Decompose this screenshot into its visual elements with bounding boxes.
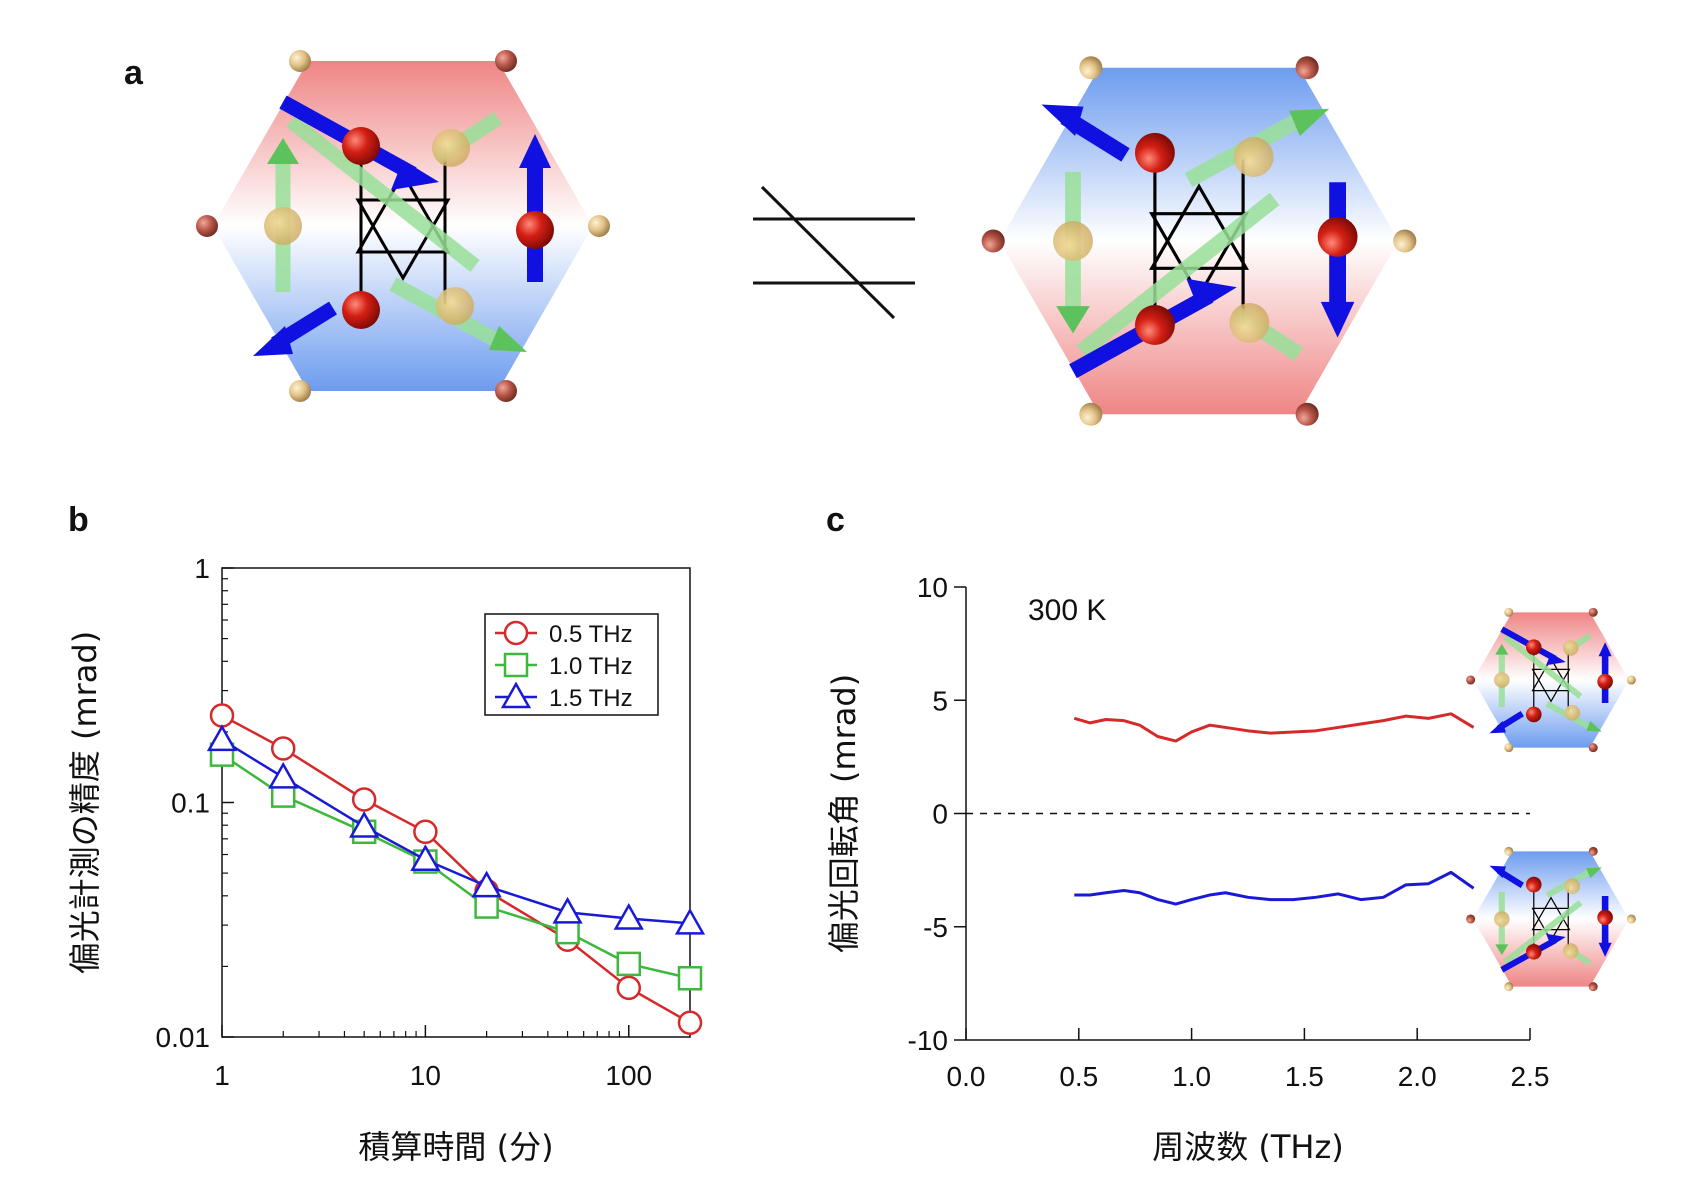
legend-label-b: 1.0 THz	[549, 653, 633, 680]
y-tick-label-b: 0.01	[156, 1022, 211, 1053]
data-point-b-2	[268, 761, 299, 789]
series-line-c-0	[1073, 712, 1475, 743]
legend-label-b: 1.5 THz	[549, 685, 633, 712]
panel-letter-a: a	[124, 54, 144, 92]
panel-letter-b: b	[68, 501, 89, 539]
x-tick-label-c: 1.5	[1285, 1061, 1324, 1092]
x-tick-label-c: 0.5	[1059, 1061, 1098, 1092]
data-point-b-2	[552, 896, 583, 924]
y-tick-label-b: 1	[194, 553, 210, 584]
data-point-b-1	[555, 919, 580, 945]
legend-b: 0.5 THz 1.0 THz 1.5 THz	[484, 613, 659, 716]
data-point-b-1	[616, 951, 642, 977]
y-tick-label-c: 5	[932, 685, 948, 716]
y-axis-label-c: 偏光回転角 (mrad)	[825, 674, 863, 953]
x-tick-label-b: 10	[410, 1060, 441, 1091]
legend-marker-b	[500, 681, 532, 709]
data-point-b-0	[677, 1010, 703, 1036]
y-tick-label-b: 0.1	[171, 788, 210, 819]
x-tick-label-c: 2.5	[1511, 1061, 1550, 1092]
data-point-b-2	[206, 724, 238, 752]
crystal-left	[196, 50, 610, 402]
chart-b: 1 10 100 0.01 0.1 1 積算時間 (分) 偏光計測の精度 (mrad) 0.5 …	[66, 553, 706, 1166]
y-tick-label-c: -10	[908, 1025, 948, 1056]
series-line-b-0	[221, 714, 691, 1024]
legend-label-b: 0.5 THz	[549, 621, 633, 648]
data-point-b-1	[474, 894, 499, 919]
x-tick-label-b: 100	[605, 1060, 652, 1091]
temperature-annotation: 300 K	[1028, 594, 1106, 627]
legend-marker-b	[503, 652, 529, 678]
x-axis-label-b: 積算時間 (分)	[358, 1128, 553, 1166]
data-point-b-2	[471, 870, 502, 898]
data-point-b-2	[613, 903, 644, 930]
data-point-b-0	[351, 787, 377, 812]
data-point-b-0	[413, 819, 438, 845]
data-point-b-0	[270, 736, 296, 761]
inset-crystal-lower	[1466, 847, 1636, 991]
data-point-b-2	[410, 844, 441, 871]
series-line-c-1	[1074, 870, 1475, 906]
not-equal-sign	[753, 185, 915, 320]
data-point-b-2	[674, 907, 706, 935]
x-axis-label-c: 周波数 (THz)	[1152, 1128, 1344, 1166]
chart-c: 0.0 0.5 1.0 1.5 2.0 2.5 -10 -5 0 5 10 300 K 周波数 (THz…	[825, 572, 1549, 1166]
panel-letter-c: c	[826, 501, 845, 539]
y-tick-label-c: -5	[923, 912, 948, 943]
y-tick-label-c: 0	[932, 799, 948, 830]
x-tick-label-b: 1	[214, 1060, 230, 1091]
x-tick-label-c: 0.0	[947, 1061, 986, 1092]
x-tick-label-c: 2.0	[1398, 1061, 1437, 1092]
data-point-b-2	[349, 810, 380, 838]
data-point-b-1	[677, 966, 703, 991]
crystal-right	[982, 56, 1417, 426]
series-line-b-2	[221, 738, 691, 925]
data-point-b-0	[209, 703, 235, 728]
inset-crystal-upper	[1466, 608, 1636, 752]
y-axis-label-b: 偏光計測の精度 (mrad)	[66, 631, 104, 974]
data-point-b-0	[616, 975, 642, 1001]
x-tick-label-c: 1.0	[1172, 1061, 1211, 1092]
legend-marker-b	[503, 620, 529, 646]
y-tick-label-c: 10	[917, 572, 948, 603]
